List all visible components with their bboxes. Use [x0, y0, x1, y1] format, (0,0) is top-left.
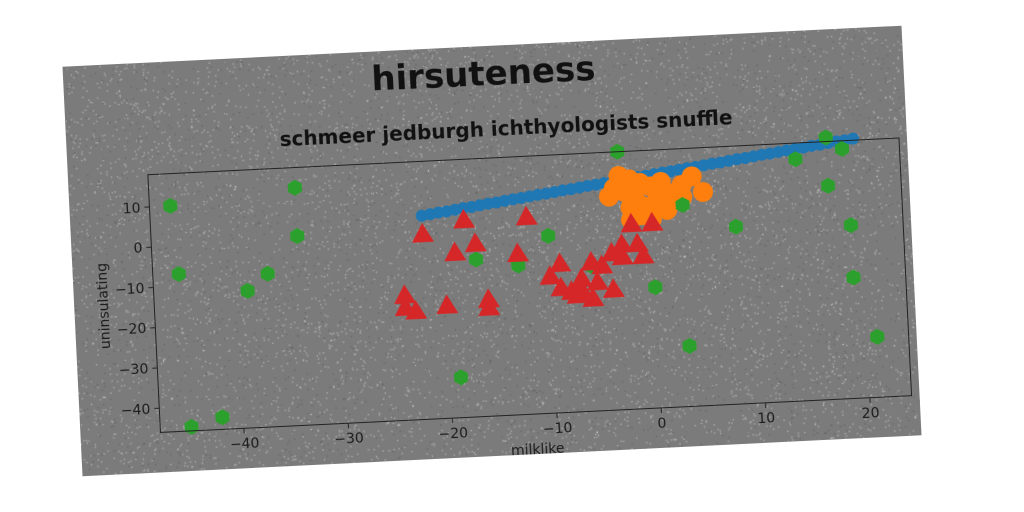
x-tick-label: −20: [438, 425, 468, 442]
series-1-point: [650, 171, 671, 192]
y-tick-label: −30: [118, 361, 148, 378]
series-3-point: [602, 278, 625, 298]
series-2-point: [788, 151, 803, 168]
series-2-point: [453, 369, 469, 386]
series-1-point: [599, 186, 620, 207]
x-ticks: −40 −30 −20 −10 0 10 20: [230, 397, 880, 453]
series-3-point: [566, 283, 589, 304]
series-3-point: [550, 276, 573, 297]
plot-frame: [147, 137, 913, 433]
series-3-point: [580, 251, 603, 271]
series-3-point: [586, 270, 609, 291]
series-2-point: [469, 251, 484, 268]
series-3-point: [394, 284, 417, 305]
series-2-point: [260, 265, 275, 282]
y-tick-label: −20: [117, 321, 147, 338]
x-tick-label: −30: [334, 430, 364, 447]
series-3-point: [405, 299, 428, 320]
series-3-point: [464, 232, 487, 253]
series-3-point: [444, 241, 467, 262]
series-3-point: [641, 211, 664, 232]
x-tick-label: 20: [861, 405, 880, 422]
x-axis-label: milklike: [511, 441, 565, 460]
series-3-point: [453, 208, 476, 229]
series-2-point: [171, 266, 186, 283]
series-3-point: [478, 296, 501, 317]
y-tick-label: −40: [120, 402, 150, 419]
x-tick-label: −10: [543, 420, 573, 437]
series-0-point: [846, 132, 859, 145]
series-2-point: [843, 217, 859, 234]
y-tick-label: 10: [122, 200, 141, 217]
series-1-point: [692, 181, 713, 202]
series-2-point: [290, 228, 305, 244]
series-3-point: [611, 245, 634, 266]
series-2-point: [675, 197, 690, 214]
series-3-point: [412, 222, 435, 243]
series-2-point: [287, 179, 303, 196]
y-tick-label: −10: [115, 281, 145, 298]
series-2-point: [821, 177, 836, 194]
series-3-point: [436, 294, 459, 315]
scatter-plot: schmeer jedburgh ichthyologists snuffle …: [94, 105, 913, 460]
series-3-point: [632, 244, 655, 265]
x-tick-label: 10: [757, 410, 776, 427]
series-2-point: [648, 279, 663, 296]
series-2-point: [163, 197, 178, 214]
chart-card: hirsuteness schmeer jedburgh ichthyologi…: [62, 25, 922, 477]
y-tick-label: 0: [133, 241, 143, 257]
plot-marks: [163, 129, 885, 435]
y-axis-label: uninsulating: [94, 263, 114, 350]
series-3-point: [539, 265, 562, 285]
series-1-point: [671, 174, 692, 195]
series-2-point: [846, 269, 861, 286]
series-2-point: [834, 140, 850, 157]
series-2-point: [870, 328, 885, 345]
series-3-point: [620, 212, 643, 233]
series-2-point: [682, 337, 697, 354]
x-tick-label: 0: [657, 416, 667, 432]
series-2-point: [240, 282, 255, 299]
series-2-point: [541, 227, 556, 244]
series-3-point: [515, 205, 538, 226]
x-tick-label: −40: [230, 436, 260, 453]
series-2-point: [215, 409, 230, 426]
series-3-point: [507, 242, 530, 263]
chart-title: schmeer jedburgh ichthyologists snuffle: [279, 105, 733, 151]
series-3-point: [571, 267, 594, 288]
series-2-point: [728, 218, 744, 235]
series-3-point: [611, 233, 634, 254]
series-3-point: [549, 252, 572, 273]
series-2-point: [184, 418, 199, 435]
y-ticks: −40 −30 −20 −10 0 10: [115, 200, 160, 419]
